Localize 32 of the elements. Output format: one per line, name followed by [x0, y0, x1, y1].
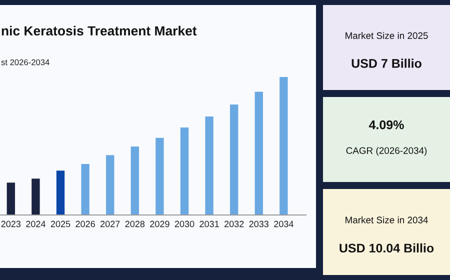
text: 4.09%: [368, 120, 404, 130]
x-tick-label: 2031: [200, 220, 219, 228]
x-tick-label: 2024: [26, 220, 46, 228]
x-tick-label: 2030: [174, 220, 194, 228]
text: Market Size in 2025: [346, 32, 428, 39]
x-tick-label: 2032: [224, 220, 244, 228]
chart-title: nic Keratosis Treatment Market: [2, 26, 197, 36]
bar: [254, 92, 263, 215]
bar: [130, 146, 139, 215]
x-tick-label: 2028: [125, 220, 145, 228]
bar: [32, 178, 40, 215]
bar: [106, 155, 114, 215]
bar: [6, 182, 15, 215]
bar: [81, 164, 90, 215]
bar: [230, 104, 238, 215]
x-tick-label: 2026: [76, 220, 95, 228]
bar: [56, 170, 65, 215]
x-tick-label: 2023: [1, 220, 21, 228]
chart-subtitle: st 2026-2034: [1, 59, 50, 66]
bar: [180, 128, 189, 215]
bar: [280, 77, 288, 215]
x-tick-label: 2025: [50, 220, 70, 228]
x-tick-label: 2034: [274, 220, 294, 228]
text: CAGR (2026-2034): [346, 147, 427, 156]
x-tick-label: 2033: [249, 220, 269, 228]
text: USD 10.04 Billio: [340, 243, 434, 253]
x-tick-label: 2029: [150, 220, 170, 228]
bar: [205, 116, 214, 215]
bar: [156, 138, 164, 215]
text: USD 7 Billio: [352, 58, 422, 68]
text: Market Size in 2034: [346, 216, 428, 224]
x-tick-label: 2027: [100, 220, 120, 228]
